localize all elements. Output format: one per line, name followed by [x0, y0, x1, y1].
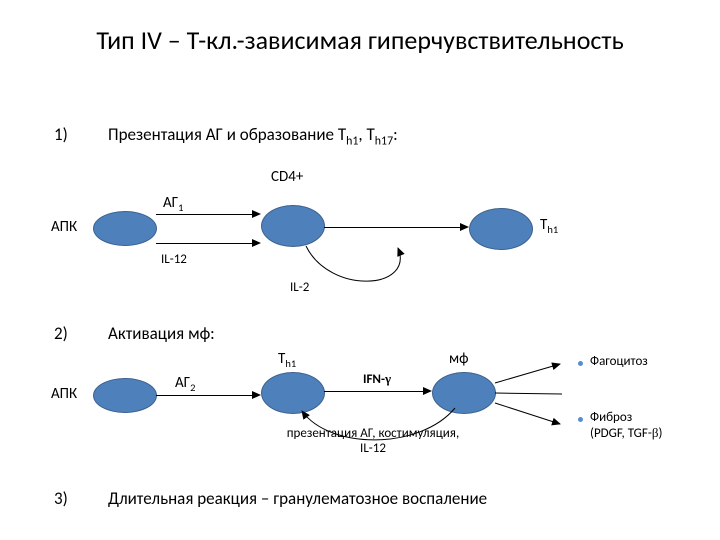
step-3-number: 3): [54, 488, 68, 509]
apk-cell-1: [93, 211, 157, 246]
apk-label-2: АПК: [51, 385, 77, 403]
step-3-text: Длительная реакция – гранулематозное вос…: [108, 488, 487, 509]
th1-label-row1: Тh1: [540, 216, 558, 236]
bullet-fibro: [578, 417, 583, 422]
arrow-apk-cd4-bot: [156, 243, 252, 244]
arrow-cd4-th1-head: [460, 223, 469, 231]
il2-loop: [260, 240, 440, 300]
step-1-text: Презентация АГ и образование Тh1, Тh17:: [108, 124, 398, 148]
il2-label: IL-2: [290, 280, 309, 295]
arrow-th1-mf: [324, 391, 423, 392]
step-2-number: 2): [54, 323, 68, 344]
arrow-apk-cd4-top-head: [252, 210, 261, 218]
ifng-label: IFN-γ: [363, 371, 391, 387]
arrow-apk-cd4-top: [156, 214, 252, 215]
phago-label: Фагоцитоз: [590, 354, 648, 369]
ag2-label: АГ2: [175, 374, 195, 394]
mf-label: мф: [449, 350, 469, 368]
step-1-number: 1): [54, 124, 68, 145]
apk-cell-2: [93, 378, 157, 413]
bullet-phago: [578, 361, 583, 366]
arrow-apk2-th1-head: [252, 391, 261, 399]
mf-outputs: [490, 358, 590, 438]
fibro-label: Фиброз (PDGF, TGF-β): [590, 410, 662, 441]
arrow-th1-mf-head: [423, 387, 432, 395]
ag1-label: АГ1: [163, 194, 183, 214]
arrow-cd4-th1: [324, 227, 460, 228]
arrow-apk2-th1: [156, 395, 252, 396]
page-title: Тип IV – Т-кл.-зависимая гиперчувствител…: [0, 24, 720, 56]
th1-cell-row1: [469, 208, 533, 250]
il12-label: IL-12: [161, 252, 187, 267]
th1-label-row2: Тh1: [278, 350, 296, 370]
presentation-label: презентация АГ, костимуляция, IL-12: [273, 426, 473, 456]
apk-label-1: АПК: [51, 218, 77, 236]
cd4-label: CD4+: [271, 168, 303, 186]
step-2-text: Активация мф:: [108, 323, 215, 344]
